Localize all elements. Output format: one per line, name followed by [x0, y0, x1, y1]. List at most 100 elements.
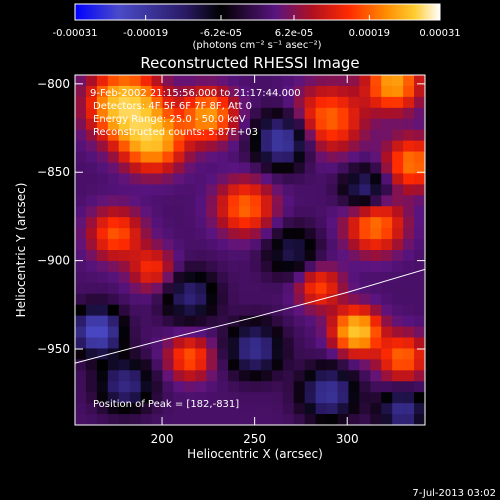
heatmap-cell: [75, 239, 87, 251]
heatmap-cell: [359, 359, 371, 371]
heatmap-cell: [282, 348, 295, 360]
heatmap-cell: [228, 107, 240, 120]
heatmap-cell: [282, 96, 295, 109]
heatmap-cell: [337, 85, 350, 98]
heatmap-cell: [195, 381, 207, 393]
heatmap-cell: [118, 239, 131, 251]
heatmap-cell: [381, 392, 393, 404]
heatmap-cell: [173, 184, 185, 196]
heatmap-cell: [348, 151, 360, 164]
heatmap-cell: [304, 173, 317, 185]
heatmap-cell: [151, 359, 164, 371]
heatmap-cell: [107, 282, 120, 295]
heatmap-cell: [118, 129, 131, 142]
annotation-block: 9-Feb-2002 21:15:56.000 to 21:17:44.000 …: [90, 88, 301, 410]
heatmap-cell: [414, 403, 425, 415]
heatmap-cell: [184, 414, 196, 425]
heatmap-cell: [293, 381, 306, 393]
heatmap-cell: [348, 239, 360, 251]
heatmap-cell: [271, 250, 284, 262]
heatmap-cell: [118, 217, 131, 229]
heatmap-cell: [228, 162, 240, 175]
heatmap-cell: [129, 403, 142, 415]
heatmap-cell: [239, 217, 251, 229]
heatmap-cell: [107, 75, 120, 87]
heatmap-cell: [107, 304, 120, 317]
heatmap-cell: [184, 162, 196, 175]
heatmap-cell: [392, 228, 404, 240]
heatmap-cell: [217, 271, 229, 284]
heatmap-cell: [414, 228, 425, 240]
heatmap-cell: [85, 260, 98, 273]
heatmap-cell: [293, 162, 306, 175]
heatmap-cell: [348, 75, 360, 87]
heatmap-cell: [75, 370, 87, 382]
heatmap-cell: [359, 118, 371, 131]
heatmap-cell: [228, 75, 240, 87]
heatmap-cell: [304, 118, 317, 131]
heatmap-cell: [173, 140, 185, 153]
heatmap-cell: [250, 118, 262, 131]
heatmap-cell: [282, 315, 295, 328]
heatmap-cell: [195, 326, 207, 339]
heatmap-cell: [370, 293, 382, 306]
heatmap-cell: [184, 129, 196, 142]
heatmap-cell: [326, 173, 339, 185]
heatmap-cell: [118, 337, 131, 350]
heatmap-cell: [414, 107, 425, 120]
heatmap-cell: [228, 129, 240, 142]
heatmap-cell: [173, 271, 185, 284]
heatmap-cell: [129, 85, 142, 98]
heatmap-cell: [271, 414, 284, 425]
heatmap-cell: [370, 337, 382, 350]
heatmap-cell: [118, 107, 131, 120]
heatmap-cell: [250, 337, 262, 350]
heatmap-cell: [151, 217, 164, 229]
heatmap-cell: [359, 293, 371, 306]
heatmap-cell: [228, 315, 240, 328]
heatmap-cell: [392, 217, 404, 229]
heatmap-cell: [348, 140, 360, 153]
heatmap-cell: [260, 381, 273, 393]
heatmap-cell: [414, 250, 425, 262]
heatmap-cell: [162, 392, 175, 404]
heatmap-cell: [184, 140, 196, 153]
heatmap-cell: [392, 162, 404, 175]
heatmap-cell: [239, 184, 251, 196]
heatmap-cell: [293, 75, 306, 87]
colorbar-tick-label: -0.00031: [53, 28, 98, 39]
heatmap-cell: [151, 403, 164, 415]
heatmap-cell: [195, 206, 207, 218]
heatmap-cell: [250, 271, 262, 284]
heatmap-cell: [348, 107, 360, 120]
heatmap-cell: [359, 96, 371, 109]
heatmap-cell: [151, 118, 164, 131]
heatmap-cell: [282, 206, 295, 218]
heatmap-cell: [250, 359, 262, 371]
heatmap-cell: [293, 392, 306, 404]
heatmap-cell: [293, 326, 306, 339]
heatmap-cell: [271, 195, 284, 207]
heatmap-cell: [282, 370, 295, 382]
heatmap-cell: [282, 381, 295, 393]
heatmap-cell: [293, 348, 306, 360]
heatmap-cell: [75, 173, 87, 185]
heatmap-cell: [85, 392, 98, 404]
heatmap-cell: [96, 271, 109, 284]
heatmap-cell: [392, 206, 404, 218]
heatmap-cell: [85, 217, 98, 229]
heatmap-cell: [403, 195, 415, 207]
heatmap-cell: [304, 337, 317, 350]
heatmap-cell: [260, 414, 273, 425]
heatmap-cell: [370, 348, 382, 360]
heatmap-cell: [173, 414, 185, 425]
heatmap-cell: [414, 151, 425, 164]
heatmap-cell: [326, 370, 339, 382]
heatmap-cell: [96, 359, 109, 371]
heatmap-cell: [348, 118, 360, 131]
heatmap-cell: [85, 173, 98, 185]
heatmap-cell: [282, 271, 295, 284]
heatmap-cell: [206, 217, 218, 229]
heatmap-cell: [75, 260, 87, 273]
heatmap-cell: [293, 151, 306, 164]
